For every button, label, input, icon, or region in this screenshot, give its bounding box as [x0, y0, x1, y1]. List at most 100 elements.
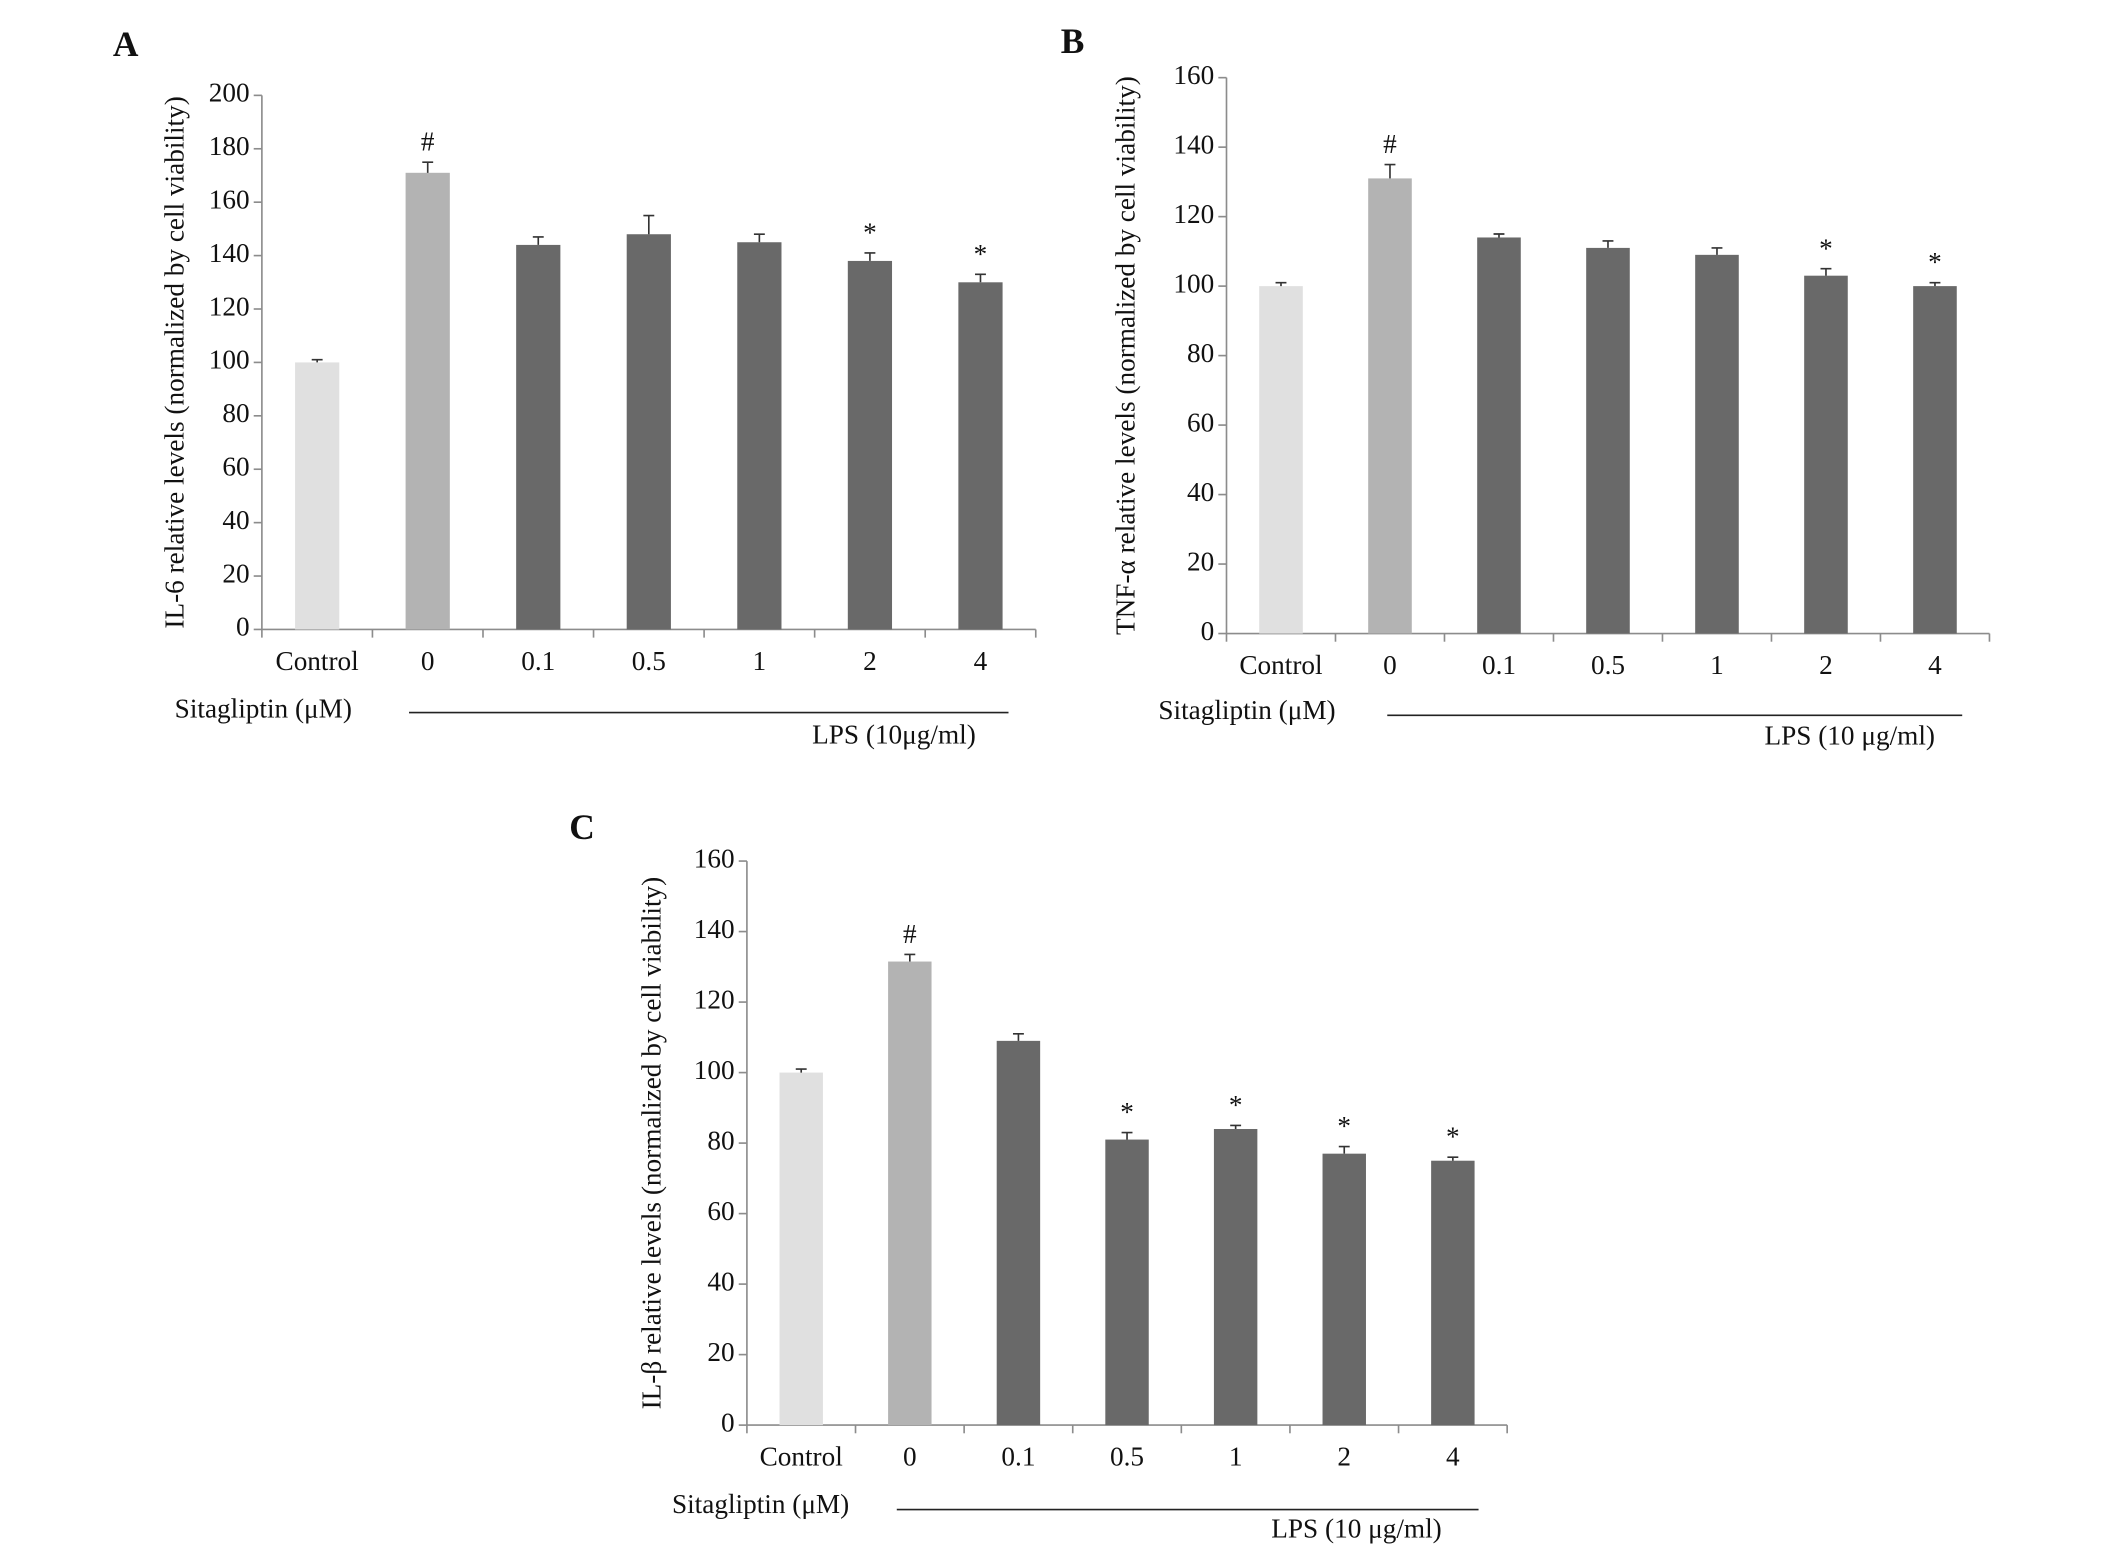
significance-mark: * — [1120, 1097, 1134, 1127]
error-bar — [975, 273, 986, 283]
bar — [888, 961, 932, 1426]
bar — [405, 172, 450, 630]
bar — [1213, 1128, 1258, 1426]
group-label: Sitagliptin (μM) — [1158, 695, 1335, 725]
x-tick-label: 0 — [421, 646, 435, 676]
x-tick-label: Control — [1239, 650, 1323, 680]
x-tick-label: 4 — [974, 646, 988, 676]
y-tick-label: 60 — [222, 451, 249, 481]
x-tick-label: 1 — [753, 646, 767, 676]
error-bar — [1012, 1032, 1024, 1041]
y-axis-label: TNF-α relative levels (normalized by cel… — [1111, 76, 1141, 635]
group-label: Sitagliptin (μM) — [672, 1489, 849, 1519]
error-bar — [1275, 281, 1287, 287]
y-tick-label: 100 — [694, 1055, 735, 1085]
x-tick-label: Control — [276, 646, 360, 676]
x-tick-label: 2 — [1337, 1441, 1351, 1471]
error-bar — [311, 358, 323, 363]
y-tick-label: 80 — [707, 1125, 734, 1155]
y-tick-label: 140 — [209, 238, 250, 268]
error-bar — [1602, 240, 1614, 248]
y-tick-label: 80 — [1187, 338, 1214, 368]
bar — [1431, 1160, 1475, 1426]
y-tick-label: 40 — [707, 1266, 734, 1296]
error-bar — [753, 233, 765, 243]
bar — [847, 260, 893, 630]
y-tick-label: 40 — [1187, 477, 1214, 507]
y-tick-label: 20 — [707, 1337, 734, 1367]
bar — [1259, 286, 1303, 634]
y-tick-label: 0 — [1201, 616, 1215, 646]
bar — [1695, 254, 1739, 634]
bar — [295, 362, 340, 630]
bar — [1105, 1139, 1149, 1426]
y-tick-label: 60 — [707, 1196, 734, 1226]
y-tick-label: 140 — [694, 914, 735, 944]
y-tick-label: 100 — [209, 345, 250, 375]
treatment-label: LPS (10 μg/ml) — [1764, 721, 1934, 751]
panel-label: C — [569, 807, 595, 847]
x-tick-label: 2 — [1819, 650, 1833, 680]
error-bar — [1929, 281, 1941, 287]
significance-mark: * — [1229, 1090, 1243, 1120]
error-bar — [422, 161, 434, 173]
x-tick-label: 0 — [903, 1441, 917, 1471]
error-bar — [864, 252, 876, 261]
bar — [1804, 275, 1848, 634]
y-tick-label: 0 — [721, 1407, 735, 1437]
error-bar — [1820, 267, 1832, 276]
error-bar — [795, 1068, 807, 1073]
error-bar — [1447, 1156, 1459, 1161]
x-tick-label: 0.5 — [632, 646, 666, 676]
y-tick-label: 200 — [209, 78, 250, 108]
y-tick-label: 20 — [1187, 546, 1214, 576]
significance-mark: # — [903, 919, 917, 949]
error-bar — [1338, 1145, 1350, 1154]
bar — [626, 234, 671, 630]
y-tick-label: 100 — [1173, 268, 1214, 298]
significance-mark: * — [863, 217, 877, 247]
x-tick-label: 0 — [1383, 650, 1397, 680]
significance-mark: * — [1337, 1111, 1351, 1141]
panel-label: A — [113, 24, 139, 64]
y-tick-label: 120 — [694, 984, 735, 1014]
bar — [1477, 237, 1521, 634]
y-tick-label: 160 — [209, 184, 250, 214]
bar — [1322, 1153, 1366, 1426]
treatment-label: LPS (10μg/ml) — [812, 719, 976, 749]
y-tick-label: 120 — [1173, 199, 1214, 229]
bar — [779, 1072, 823, 1426]
error-bar — [1493, 233, 1505, 238]
bar — [996, 1040, 1041, 1426]
error-bar — [904, 953, 916, 962]
significance-mark: * — [974, 239, 988, 269]
x-tick-label: 0.1 — [521, 646, 555, 676]
bar — [958, 282, 1003, 630]
y-tick-label: 180 — [209, 131, 250, 161]
y-tick-label: 20 — [222, 558, 249, 588]
treatment-label: LPS (10 μg/ml) — [1271, 1514, 1441, 1544]
y-tick-label: 40 — [222, 505, 249, 535]
x-tick-label: 0.1 — [1001, 1441, 1035, 1471]
group-label: Sitagliptin (μM) — [175, 693, 352, 723]
bar — [1368, 178, 1412, 634]
significance-mark: # — [421, 127, 435, 157]
significance-mark: * — [1819, 233, 1833, 263]
x-tick-label: 0.1 — [1482, 650, 1516, 680]
significance-mark: * — [1446, 1122, 1460, 1152]
error-bar — [532, 236, 544, 245]
y-tick-label: 140 — [1173, 129, 1214, 159]
significance-mark: * — [1928, 247, 1942, 277]
y-axis-label: IL-6 relative levels (normalized by cell… — [160, 96, 190, 628]
bar — [516, 244, 561, 630]
y-tick-label: 0 — [236, 612, 250, 642]
y-tick-label: 120 — [209, 291, 250, 321]
error-bar — [1384, 163, 1396, 179]
x-tick-label: 0.5 — [1110, 1441, 1144, 1471]
error-bar — [643, 214, 655, 235]
x-tick-label: 0.5 — [1591, 650, 1625, 680]
x-tick-label: 4 — [1446, 1441, 1460, 1471]
y-axis-label: IL-β relative levels (normalized by cell… — [637, 877, 667, 1410]
bar — [1586, 247, 1630, 634]
